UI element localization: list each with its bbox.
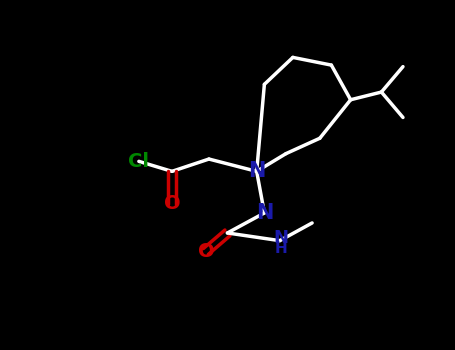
Text: Cl: Cl xyxy=(128,152,149,171)
Text: O: O xyxy=(164,194,180,213)
Text: H: H xyxy=(275,241,288,256)
Text: N: N xyxy=(248,161,265,181)
Text: N: N xyxy=(274,229,289,247)
Text: O: O xyxy=(197,242,214,261)
Text: N: N xyxy=(256,203,273,223)
